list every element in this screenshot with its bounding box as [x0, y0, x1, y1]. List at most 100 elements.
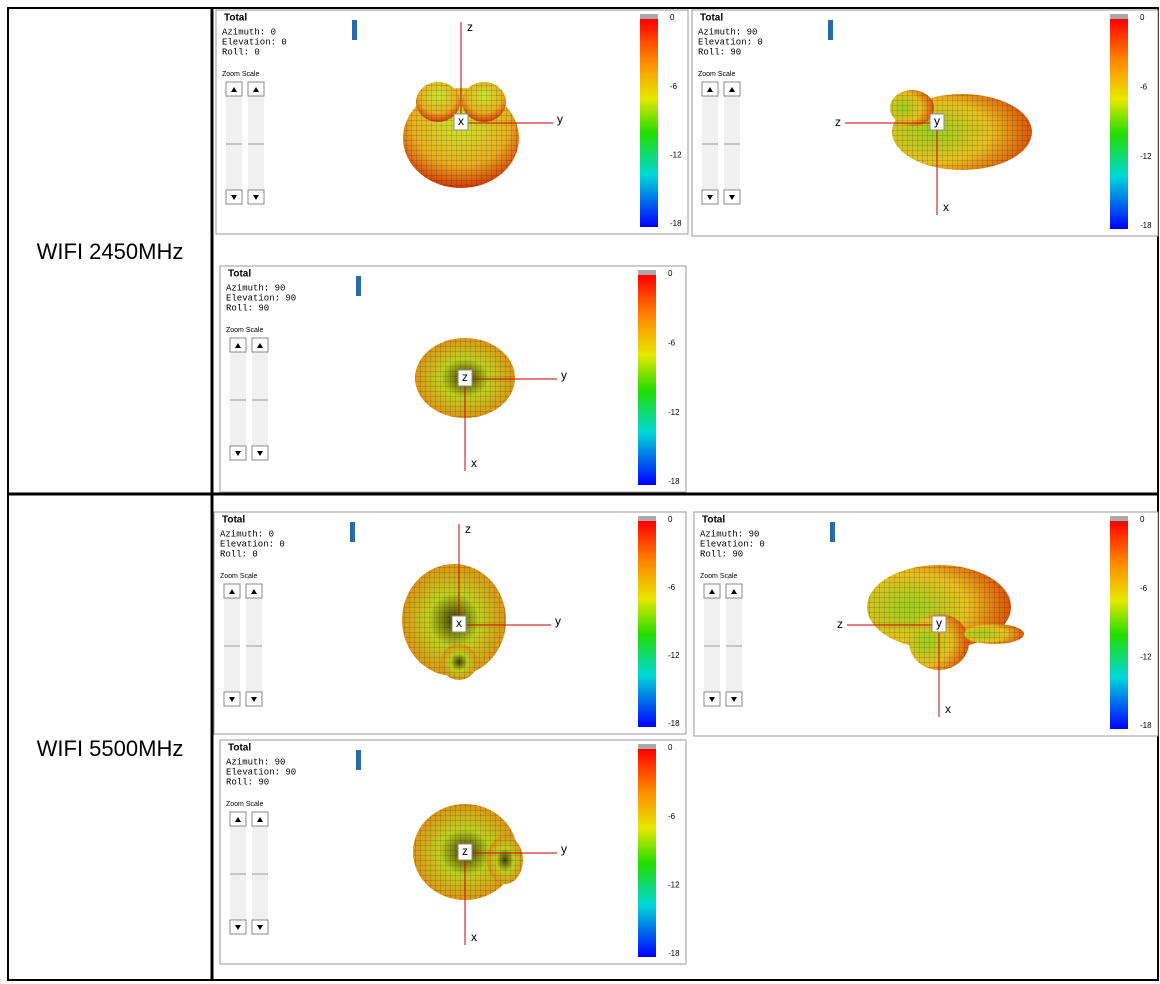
colorbar-tick-label: -12 [668, 408, 680, 417]
pattern-panel: Total Azimuth: 0Elevation: 0Roll: 0 Zoom S… [216, 10, 688, 234]
colorbar-tick-label: -6 [668, 338, 676, 347]
zoom-label: Zoom Scale [226, 327, 263, 334]
colorbar-tick-label: 0 [1140, 515, 1145, 524]
colorbar [640, 19, 658, 227]
axis-label: y [936, 616, 942, 630]
colorbar-tick-label: -18 [670, 219, 682, 228]
orientation-line: Azimuth: 90 [698, 27, 757, 37]
axis-label: z [835, 115, 841, 129]
slider-track [224, 584, 240, 706]
colorbar [1110, 521, 1128, 729]
orientation-line: Elevation: 0 [700, 539, 765, 549]
colorbar-tick-label: 0 [668, 515, 673, 524]
pattern-mesh [441, 644, 477, 680]
axis-label: y [561, 368, 567, 382]
colorbar-tick-label: -18 [1140, 721, 1152, 730]
orientation-line: Roll: 90 [226, 303, 269, 313]
pattern-mesh [890, 90, 934, 126]
axis-label: y [557, 112, 563, 126]
axis-label: y [934, 114, 940, 128]
colorbar [1110, 19, 1128, 229]
orientation-line: Roll: 90 [226, 777, 269, 787]
orientation-line: Azimuth: 0 [222, 27, 276, 37]
orientation-line: Elevation: 0 [698, 37, 763, 47]
orientation-line: Elevation: 90 [226, 767, 296, 777]
colorbar-tick-label: -6 [668, 812, 676, 821]
colorbar-tick-label: -18 [668, 477, 680, 486]
colorbar-tick-label: -12 [668, 880, 680, 889]
colorbar [638, 749, 656, 957]
colorbar-tick-label: 0 [670, 13, 675, 22]
orientation-icon [830, 522, 835, 542]
colorbar [638, 275, 656, 485]
slider-track [226, 82, 242, 204]
panel-title: Total [702, 515, 725, 526]
pattern-mesh [416, 82, 460, 122]
orientation-line: Roll: 0 [220, 549, 258, 559]
orientation-line: Roll: 90 [700, 549, 743, 559]
orientation-line: Elevation: 90 [226, 293, 296, 303]
zoom-label: Zoom Scale [220, 573, 257, 580]
zoom-label: Zoom Scale [222, 71, 259, 78]
zoom-label: Zoom Scale [700, 573, 737, 580]
slider-track [724, 82, 740, 204]
orientation-icon [356, 750, 361, 770]
slider-track [230, 338, 246, 460]
slider-track [230, 812, 246, 934]
pattern-mesh [964, 624, 1024, 644]
colorbar [638, 521, 656, 727]
slider-track [704, 584, 720, 706]
orientation-icon [356, 276, 361, 296]
pattern-mesh [462, 82, 506, 122]
orientation-line: Elevation: 0 [220, 539, 285, 549]
orientation-line: Roll: 90 [698, 47, 741, 57]
orientation-line: Roll: 0 [222, 47, 260, 57]
orientation-icon [828, 20, 833, 40]
colorbar-tick-label: 0 [668, 269, 673, 278]
colorbar-cap [1110, 14, 1128, 19]
pattern-panel: TotalAzimuth: 90Elevation: 90Roll: 90Zoo… [220, 740, 686, 964]
orientation-icon [350, 522, 355, 542]
axis-label: x [471, 456, 477, 470]
axis-label: z [837, 617, 843, 631]
colorbar-cap [640, 14, 658, 19]
zoom-label: Zoom Scale [698, 71, 735, 78]
panel-title: Total [224, 13, 247, 24]
colorbar-tick-label: 0 [668, 743, 673, 752]
colorbar-tick-label: -18 [668, 719, 680, 728]
colorbar-tick-label: -18 [1140, 221, 1152, 230]
slider-track [248, 82, 264, 204]
zoom-label: Zoom Scale [226, 801, 263, 808]
orientation-line: Elevation: 0 [222, 37, 287, 47]
row-label: WIFI 2450MHz [37, 239, 184, 264]
colorbar-tick-label: 0 [1140, 13, 1145, 22]
colorbar-tick-label: -6 [670, 82, 678, 91]
panel-title: Total [700, 13, 723, 24]
axis-label: x [471, 930, 477, 944]
axis-label: x [945, 702, 951, 716]
colorbar-tick-label: -12 [670, 150, 682, 159]
colorbar-cap [1110, 516, 1128, 521]
pattern-mesh [487, 836, 523, 884]
axis-label: z [462, 844, 468, 858]
colorbar-cap [638, 516, 656, 521]
colorbar-tick-label: -12 [668, 651, 680, 660]
slider-track [252, 338, 268, 460]
slider-track [252, 812, 268, 934]
axis-label: x [456, 616, 462, 630]
axis-label: z [465, 522, 471, 536]
orientation-line: Azimuth: 90 [700, 529, 759, 539]
document: WIFI 2450MHz WIFI 5500MHz Total Azimuth: … [0, 0, 1160, 984]
colorbar-tick-label: -6 [668, 583, 676, 592]
colorbar-tick-label: -6 [1140, 584, 1148, 593]
colorbar-tick-label: -18 [668, 949, 680, 958]
axis-label: y [561, 842, 567, 856]
row-label: WIFI 5500MHz [37, 736, 184, 761]
slider-track [702, 82, 718, 204]
colorbar-tick-label: -6 [1140, 82, 1148, 91]
axis-label: z [462, 370, 468, 384]
